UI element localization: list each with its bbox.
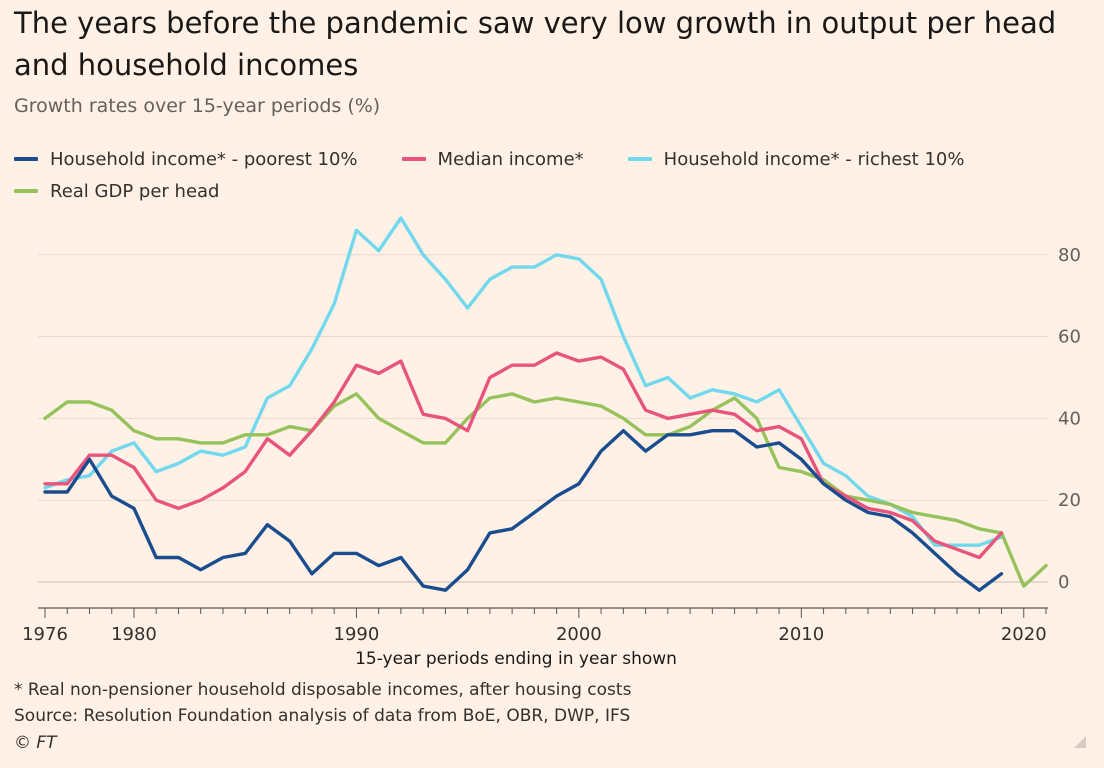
series-line-real-gdp-per-head — [43, 392, 1048, 588]
legend-swatch-richest — [627, 157, 652, 161]
series-line-household-income-richest-10 — [43, 216, 1004, 547]
y-tick-label-0: 0 — [1058, 572, 1069, 593]
line-chart: 0 20 40 60 80 1976 1980 1990 2000 2010 2020 15-year… — [22, 216, 1081, 669]
legend-label-gdp: Real GDP per head — [50, 180, 220, 202]
y-tick-label-40: 40 — [1058, 408, 1081, 429]
footnote: * Real non-pensioner household disposabl… — [14, 680, 632, 700]
y-tick-label-80: 80 — [1058, 245, 1081, 266]
legend-label-median: Median income* — [437, 148, 584, 170]
x-tick-label-1980: 1980 — [111, 624, 157, 645]
x-tick-label-2010: 2010 — [778, 624, 824, 645]
legend-item-richest: Household income* - richest 10% — [627, 148, 965, 170]
legend-swatch-median — [401, 157, 426, 161]
chart-title: The years before the pandemic saw very l… — [14, 6, 1057, 82]
series-line-household-income-poorest-10 — [43, 428, 1004, 592]
legend-label-richest: Household income* - richest 10% — [663, 148, 965, 170]
x-tick-label-2020: 2020 — [1001, 624, 1047, 645]
copyright: © FT — [14, 733, 57, 753]
y-tick-label-20: 20 — [1058, 490, 1081, 511]
legend-swatch-poorest — [14, 157, 38, 161]
y-tick-label-60: 60 — [1058, 327, 1081, 348]
x-axis-title: 15-year periods ending in year shown — [355, 649, 677, 669]
series-line-median-income — [43, 351, 1004, 560]
chart-subtitle: Growth rates over 15-year periods (%) — [14, 95, 381, 117]
source-note: Source: Resolution Foundation analysis o… — [14, 706, 631, 726]
legend: Household income* - poorest 10% Median i… — [14, 146, 1008, 172]
resize-corner-icon — [1074, 736, 1086, 748]
x-tick-label-1976: 1976 — [22, 624, 68, 645]
legend-swatch-gdp — [14, 189, 38, 193]
legend-item-poorest: Household income* - poorest 10% — [14, 149, 358, 170]
x-tick-label-2000: 2000 — [556, 624, 602, 645]
legend-label-poorest: Household income* - poorest 10% — [50, 148, 358, 170]
legend-item-gdp: Real GDP per head — [14, 181, 219, 202]
legend-item-median: Median income* — [401, 148, 584, 170]
legend-second-row: Real GDP per head — [14, 178, 263, 204]
x-tick-label-1990: 1990 — [334, 624, 380, 645]
